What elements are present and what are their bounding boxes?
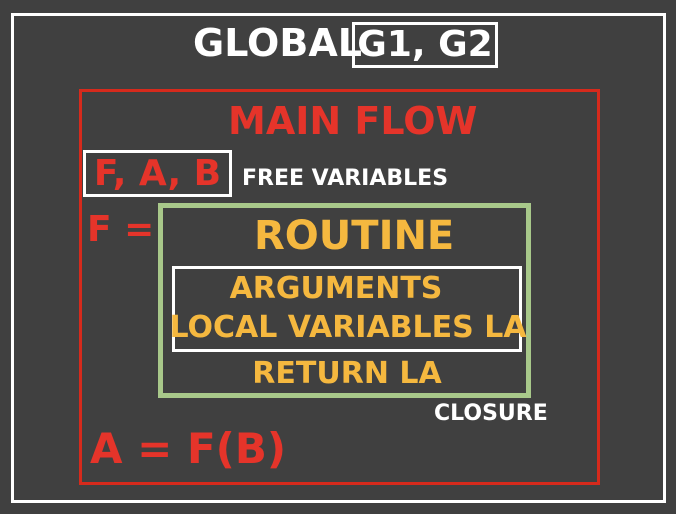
closure-label: CLOSURE <box>434 401 548 426</box>
local-variables-label: LOCAL VARIABLES LA <box>169 310 527 345</box>
routine-scope-box <box>172 266 522 352</box>
global-variables: G1, G2 <box>357 24 493 65</box>
free-variables-list: F, A, B <box>93 152 222 194</box>
function-call: A = F(B) <box>90 424 287 473</box>
global-scope-frame <box>11 13 666 503</box>
free-variables-label: FREE VARIABLES <box>242 166 449 191</box>
arguments-label: ARGUMENTS <box>229 271 443 306</box>
assignment-prefix: F = <box>87 209 155 250</box>
free-variables-box: F, A, B <box>83 150 232 197</box>
return-label: RETURN LA <box>252 356 442 391</box>
routine-title: ROUTINE <box>254 213 455 259</box>
main-flow-title: MAIN FLOW <box>228 99 478 143</box>
closure-frame <box>158 203 531 398</box>
main-flow-frame <box>79 89 600 485</box>
global-label: GLOBAL <box>193 21 362 65</box>
global-variables-box: G1, G2 <box>352 22 498 68</box>
